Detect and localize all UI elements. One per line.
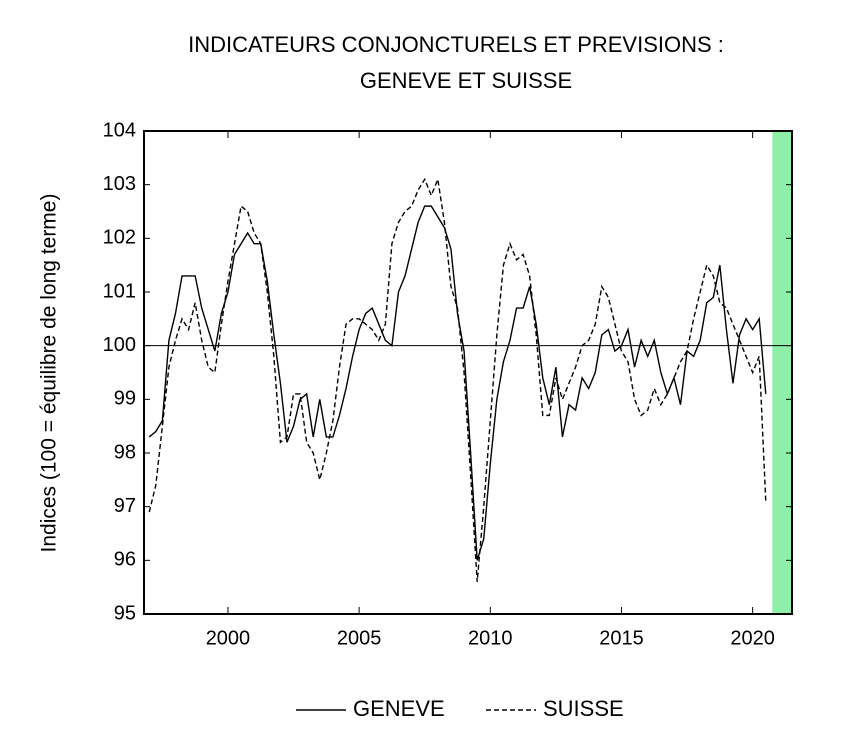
y-tick-label: 100: [103, 334, 136, 356]
y-tick-label: 104: [103, 119, 136, 141]
shaded-region: [772, 131, 792, 614]
y-tick-label: 96: [114, 549, 136, 571]
y-tick-label: 95: [114, 602, 136, 624]
chart-title: GENEVE ET SUISSE: [360, 68, 572, 93]
x-tick-label: 2010: [468, 627, 513, 649]
y-axis-label: Indices (100 = équilibre de long terme): [38, 194, 61, 553]
x-tick-label: 2020: [730, 627, 775, 649]
x-tick-label: 2015: [599, 627, 644, 649]
series-line: [148, 176, 767, 582]
legend-label: GENEVE: [353, 696, 445, 721]
y-tick-label: 97: [114, 495, 136, 517]
y-tick-label: 103: [103, 173, 136, 195]
y-tick-label: 101: [103, 280, 136, 302]
plot-frame: [143, 130, 793, 615]
y-tick-label: 99: [114, 388, 136, 410]
legend-label: SUISSE: [543, 696, 624, 721]
chart-title: INDICATEURS CONJONCTURELS ET PREVISIONS …: [188, 32, 724, 57]
y-tick-label: 102: [103, 227, 136, 249]
y-tick-label: 98: [114, 441, 136, 463]
series-line: [148, 205, 767, 561]
x-tick-label: 2000: [206, 627, 251, 649]
x-tick-label: 2005: [337, 627, 382, 649]
